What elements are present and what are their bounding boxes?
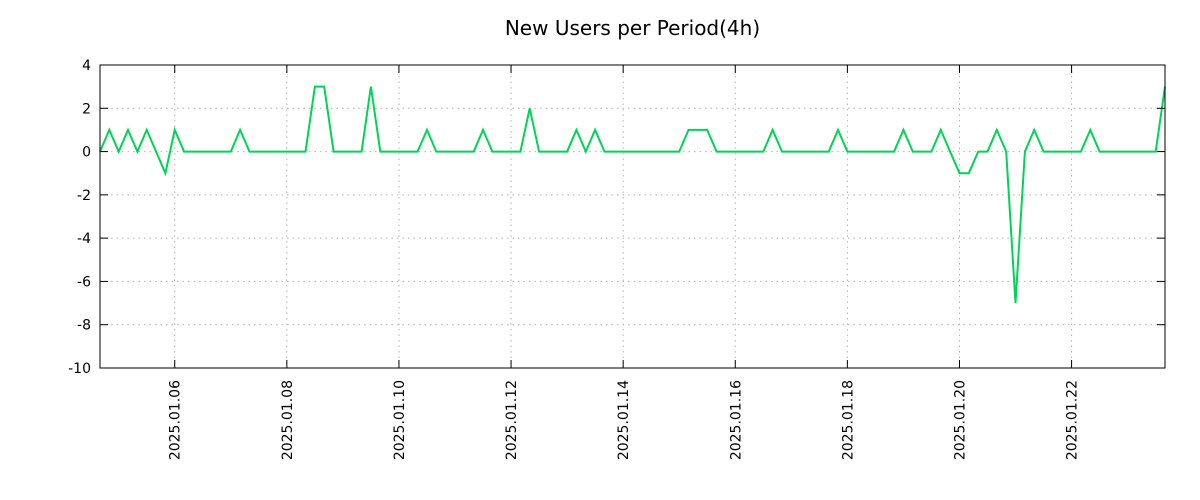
data-line	[99, 85, 1166, 304]
y-tick-label: -2	[77, 188, 91, 204]
y-tick-label: -8	[77, 318, 91, 334]
x-tick-label: 2025.01.12	[504, 380, 520, 460]
x-tick-label: 2025.01.22	[1065, 380, 1081, 460]
y-tick-label: -6	[77, 274, 91, 290]
x-tick-label: 2025.01.18	[840, 380, 856, 460]
y-tick-label: 0	[82, 145, 91, 161]
x-tick-label: 2025.01.20	[952, 380, 968, 460]
y-tick-label: -4	[77, 231, 91, 247]
chart-title: New Users per Period(4h)	[504, 16, 761, 40]
x-tick-label: 2025.01.16	[728, 380, 744, 460]
x-tick-label: 2025.01.14	[616, 380, 632, 460]
y-tick-label: -10	[68, 361, 91, 377]
y-tick-label: 2	[82, 101, 91, 117]
plot-border	[99, 64, 1166, 369]
x-tick-label: 2025.01.06	[168, 380, 184, 460]
x-tick-label: 2025.01.10	[392, 380, 408, 460]
x-tick-label: 2025.01.08	[280, 380, 296, 460]
y-tick-label: 4	[82, 58, 91, 74]
